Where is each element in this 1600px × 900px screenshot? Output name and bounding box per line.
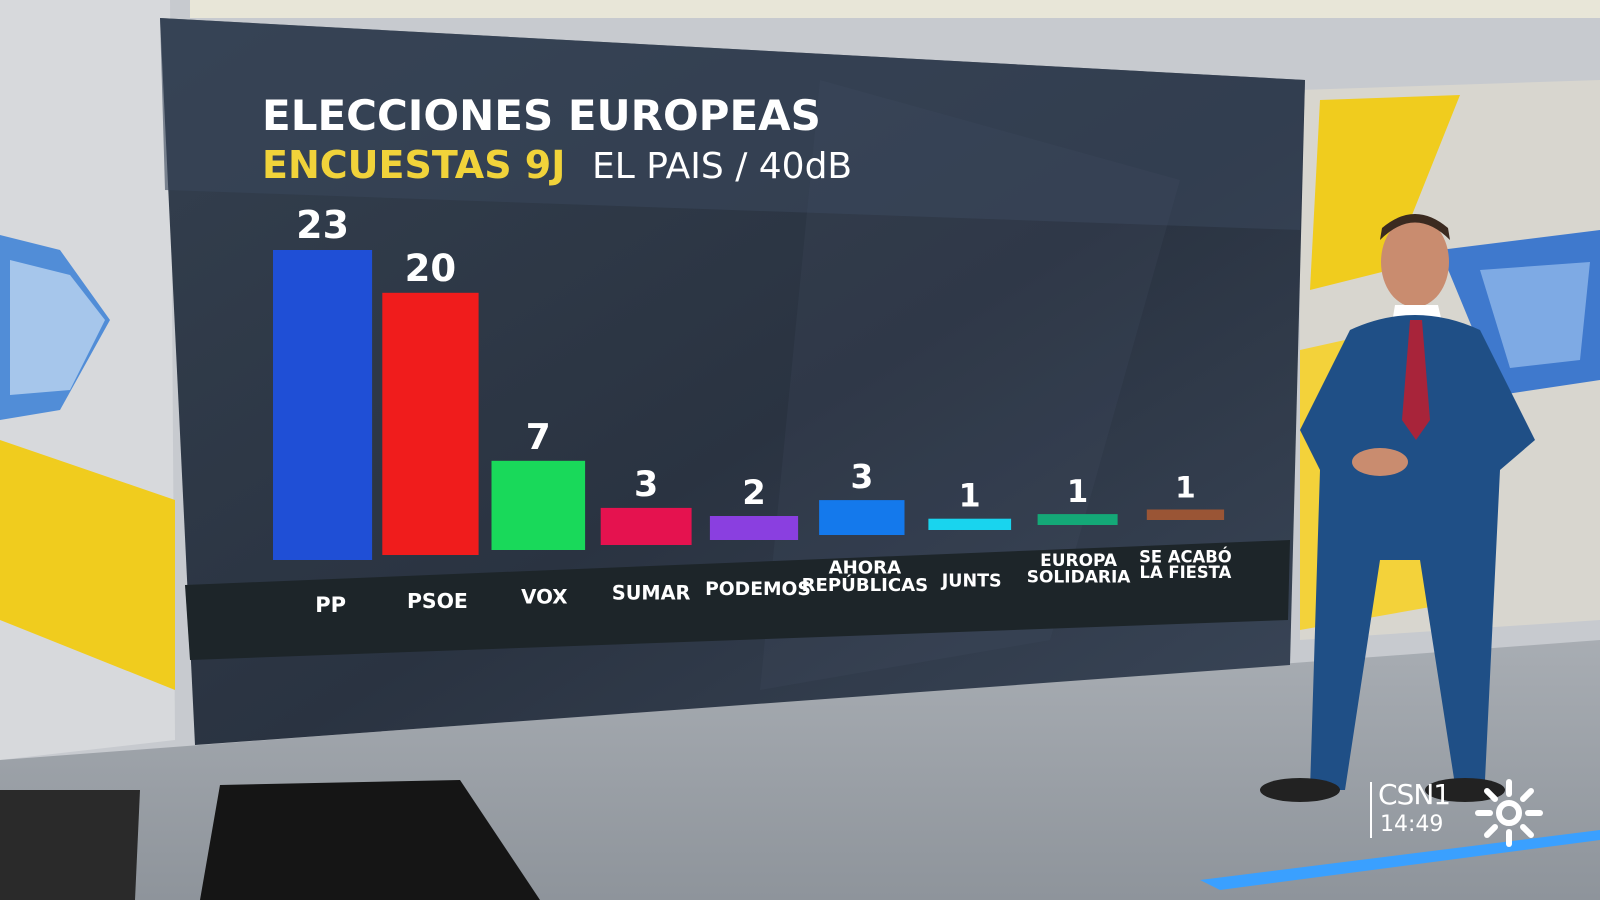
category-label: LA FIESTA <box>1140 563 1232 582</box>
bar-podemos <box>709 516 799 540</box>
category-label: VOX <box>521 586 567 609</box>
category-label: AHORA <box>829 558 901 579</box>
value-label: 23 <box>296 203 349 247</box>
value-label: 1 <box>959 479 981 515</box>
sun-logo-icon <box>1475 779 1543 847</box>
chart-title: ELECCIONES EUROPEAS <box>262 91 821 140</box>
value-label: 20 <box>405 247 457 290</box>
bar-vox <box>491 460 586 550</box>
category-label: PODEMOS <box>705 579 811 600</box>
category-label: REPÚBLICAS <box>802 574 929 596</box>
logo-divider <box>1370 782 1372 838</box>
category-label: SE ACABÓ <box>1139 547 1232 566</box>
category-label: SUMAR <box>612 581 691 604</box>
bar-europa-solidaria <box>1037 514 1118 525</box>
bar-sumar <box>600 507 692 545</box>
category-label: JUNTS <box>941 572 1002 592</box>
category-label: SOLIDARIA <box>1027 567 1132 587</box>
category-label: PP <box>315 593 346 617</box>
presenter-figure <box>1260 214 1535 802</box>
value-label: 3 <box>850 458 873 496</box>
channel-name: CSN1 <box>1378 778 1451 811</box>
bar-psoe <box>382 292 479 555</box>
value-label: 1 <box>1175 471 1196 505</box>
bars-group <box>273 250 1225 560</box>
bar-junts <box>928 518 1012 530</box>
chart-subtitle-source: EL PAIS / 40dB <box>592 146 852 187</box>
value-label: 2 <box>742 473 766 512</box>
value-label: 3 <box>634 465 658 505</box>
bar-ahora-repúblicas <box>819 500 905 535</box>
bar-pp <box>273 250 373 560</box>
value-label: 1 <box>1067 475 1088 510</box>
channel-logo: CSN1 14:49 <box>1370 778 1558 848</box>
category-label: PSOE <box>407 589 468 613</box>
broadcast-time: 14:49 <box>1380 812 1444 837</box>
value-label: 7 <box>526 417 551 458</box>
category-label: EUROPA <box>1040 551 1118 571</box>
chart-subtitle-highlight: ENCUESTAS 9J <box>262 143 565 187</box>
bar-se-acabó-la-fiesta <box>1146 509 1225 520</box>
chart-title-group: ELECCIONES EUROPEAS ENCUESTAS 9J EL PAIS… <box>262 91 852 187</box>
